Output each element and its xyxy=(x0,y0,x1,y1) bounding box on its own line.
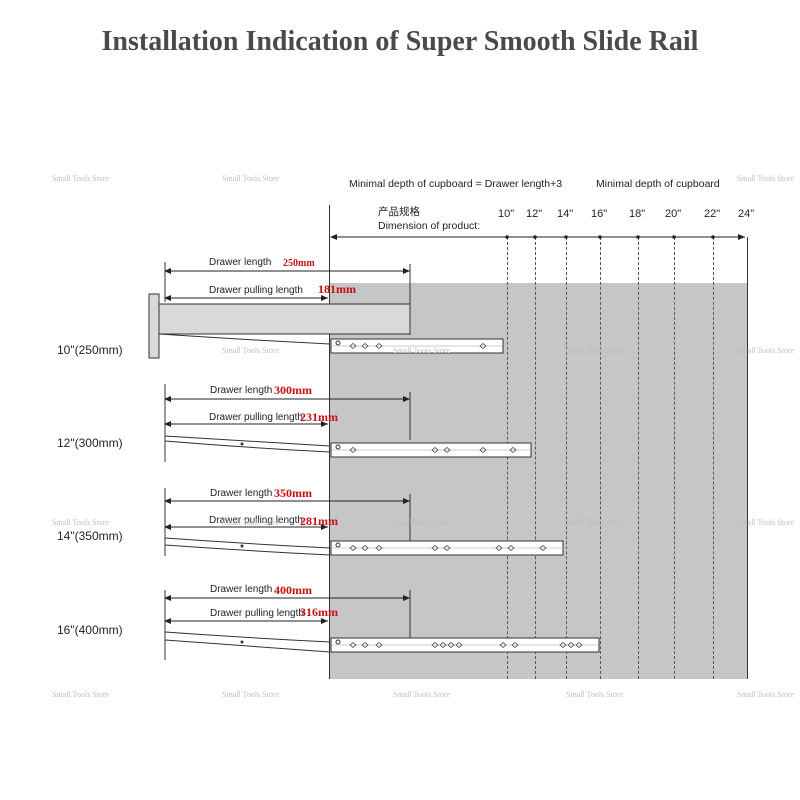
watermark: Small Tools Store xyxy=(52,518,110,527)
page-title: Installation Indication of Super Smooth … xyxy=(101,26,699,57)
row2-size-label: 12"(300mm) xyxy=(57,436,123,450)
row2-pulling-length-value: 231mm xyxy=(300,410,338,424)
row1-pulling-length-label: Drawer pulling length xyxy=(209,285,303,296)
cupboard-front-line xyxy=(329,205,330,679)
watermark: Small Tools Store xyxy=(222,174,280,183)
row4-size-label: 16"(400mm) xyxy=(57,623,123,637)
row4-drawer-length-value: 400mm xyxy=(274,583,312,597)
watermark: Small Tools Store xyxy=(737,174,795,183)
size-label-20: 20" xyxy=(665,208,682,220)
row3-drawer-length-value: 350mm xyxy=(274,486,312,500)
size-guide-18 xyxy=(638,237,639,679)
row2-drawer-length-value: 300mm xyxy=(274,383,312,397)
size-guide-22 xyxy=(713,237,714,679)
minimal-depth-label: Minimal depth of cupboard xyxy=(596,178,720,190)
watermark: Small Tools Store xyxy=(222,690,280,699)
watermark: Small Tools Store xyxy=(566,690,624,699)
size-guide-14 xyxy=(566,237,567,679)
watermark: Small Tools Store xyxy=(393,346,451,355)
watermark: Small Tools Store xyxy=(52,690,110,699)
row3-drawer-length-label: Drawer length xyxy=(210,488,273,499)
size-guide-12 xyxy=(535,237,536,679)
row3-pulling-length-label: Drawer pulling length xyxy=(209,515,303,526)
watermark: Small Tools Store xyxy=(737,518,795,527)
size-label-12: 12" xyxy=(526,208,543,220)
row-10in-drawing xyxy=(148,262,504,359)
row2-drawer-length-label: Drawer length xyxy=(210,385,273,396)
watermark: Small Tools Store xyxy=(566,346,624,355)
row3-pulling-length-value: 281mm xyxy=(300,514,338,528)
size-label-22: 22" xyxy=(704,208,721,220)
row1-drawer-length-value: 250mm xyxy=(283,258,315,269)
row2-pulling-length-label: Drawer pulling length xyxy=(209,412,303,423)
cupboard-back-line xyxy=(747,237,748,679)
size-guide-20 xyxy=(674,237,675,679)
watermark: Small Tools Store xyxy=(393,690,451,699)
row4-drawer-length-label: Drawer length xyxy=(210,584,273,595)
watermark: Small Tools Store xyxy=(52,174,110,183)
row4-pulling-length-value: 316mm xyxy=(300,605,338,619)
watermark: Small Tools Store xyxy=(222,346,280,355)
size-label-24: 24" xyxy=(738,208,755,220)
row-14in-drawing xyxy=(164,488,564,556)
minimal-depth-formula: Minimal depth of cupboard = Drawer lengt… xyxy=(349,178,563,190)
row4-pulling-length-label: Drawer pulling length xyxy=(210,608,304,619)
product-label-cn: 产品规格 xyxy=(378,206,420,218)
size-guide-10 xyxy=(507,237,508,679)
watermark: Small Tools Store xyxy=(393,518,451,527)
row3-size-label: 14"(350mm) xyxy=(57,529,123,543)
size-label-18: 18" xyxy=(629,208,646,220)
product-label-en: Dimension of product: xyxy=(378,220,481,232)
row-16in-drawing xyxy=(164,590,600,660)
watermark: Small Tools Store xyxy=(566,518,624,527)
row-12in-drawing xyxy=(164,384,532,462)
watermark: Small Tools Store xyxy=(222,518,280,527)
watermark: Small Tools Store xyxy=(737,690,795,699)
watermark: Small Tools Store xyxy=(737,346,795,355)
row1-drawer-length-label: Drawer length xyxy=(209,257,272,268)
size-label-16: 16" xyxy=(591,208,608,220)
row1-size-label: 10"(250mm) xyxy=(57,343,123,357)
row1-pulling-length-value: 181mm xyxy=(318,282,356,296)
size-guide-16 xyxy=(600,237,601,679)
axis-ticks xyxy=(505,235,715,239)
size-label-10: 10" xyxy=(498,208,515,220)
size-label-14: 14" xyxy=(557,208,574,220)
